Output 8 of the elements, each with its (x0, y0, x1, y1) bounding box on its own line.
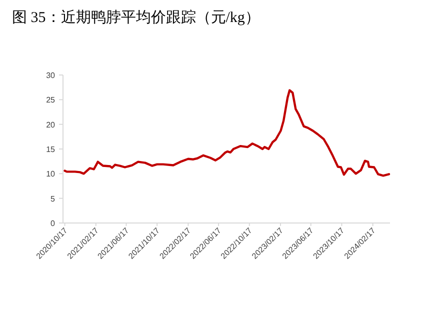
y-tick-label: 5 (50, 194, 56, 204)
y-tick-label: 25 (46, 96, 56, 105)
y-tick-label: 20 (46, 120, 56, 130)
y-tick-label: 15 (46, 145, 56, 154)
y-tick-label: 0 (50, 219, 56, 228)
y-tick-label: 30 (46, 71, 56, 80)
y-tick-label: 10 (46, 170, 56, 179)
chart-title: 图 35：近期鸭脖平均价跟踪（元/kg） (12, 9, 260, 26)
